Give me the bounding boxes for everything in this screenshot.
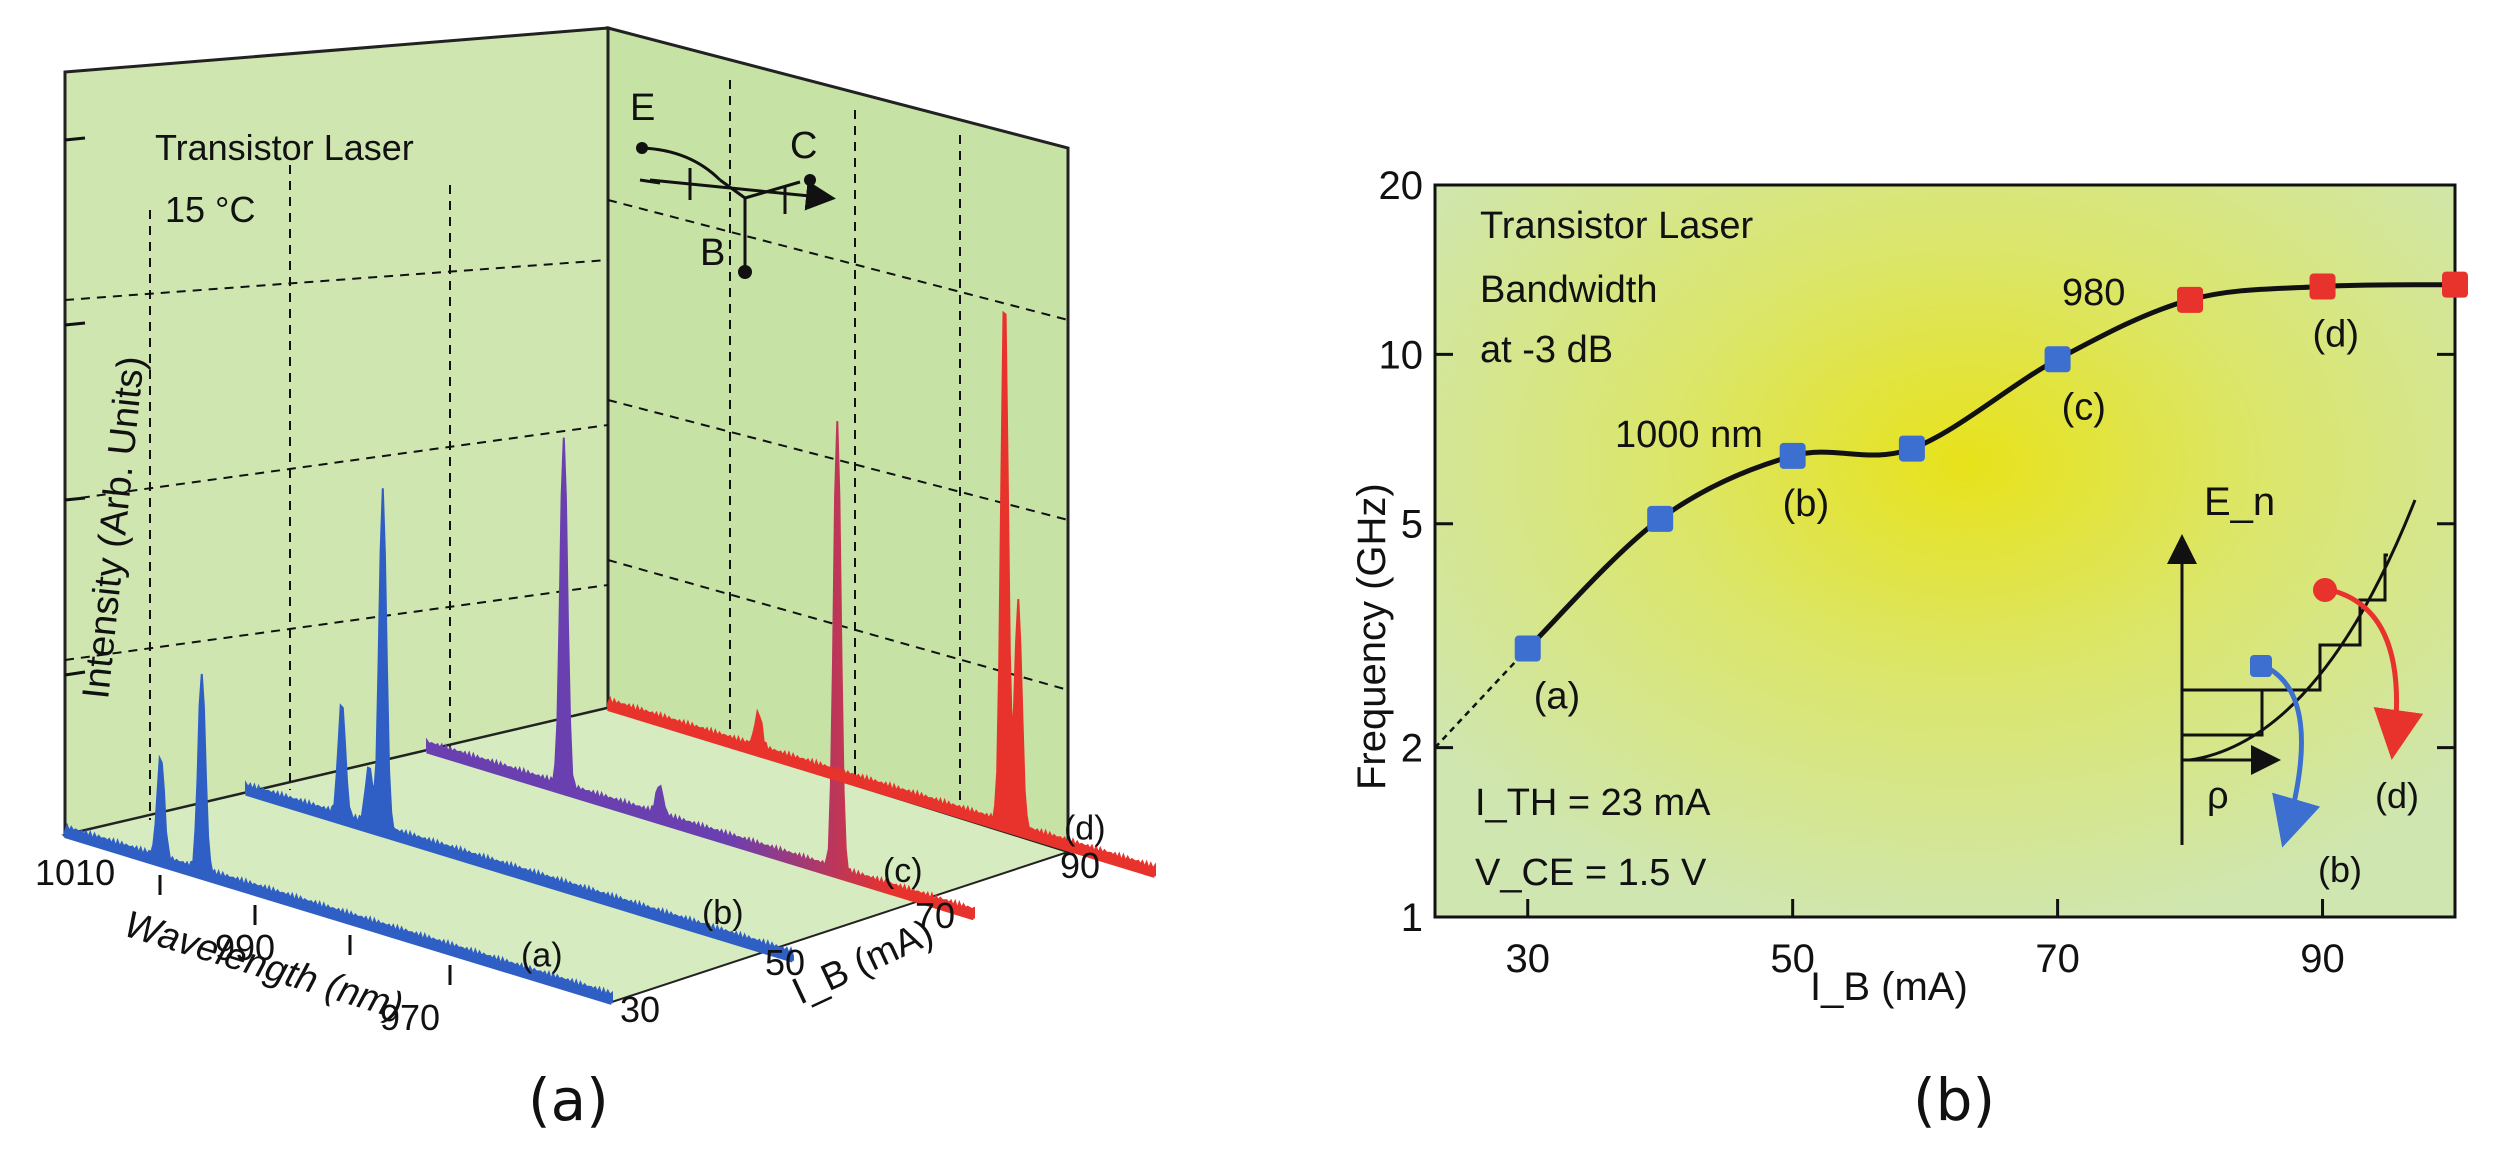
emitter-terminal <box>636 142 648 154</box>
y-tick-label: 2 <box>1401 727 1423 771</box>
spectrum-baseline <box>64 832 613 1005</box>
collector-terminal <box>804 174 816 186</box>
point-label: (a) <box>1534 676 1580 718</box>
panel-b-ylabel: Frequency (GHz) <box>1350 483 1394 790</box>
y-ticks <box>64 136 86 677</box>
series-label: (d) <box>1064 809 1106 847</box>
spectrum-d <box>607 310 1156 877</box>
data-point <box>1647 505 1674 532</box>
panel-b-title: Transistor Laser <box>1480 205 1753 247</box>
ith-label: I_TH = 23 mA <box>1475 782 1711 824</box>
inset-blue-arrow <box>2266 665 2321 848</box>
label-980: 980 <box>2062 272 2125 314</box>
inset-red-arrow <box>2329 587 2424 760</box>
data-point <box>2309 273 2336 300</box>
y-tick-label: 10 <box>1379 333 1424 377</box>
data-point <box>1514 635 1541 662</box>
wall-grid <box>64 80 1069 820</box>
series-label: (b) <box>702 894 744 932</box>
inset-energy-diagram <box>2167 499 2417 845</box>
ib-tick: 50 <box>765 942 805 983</box>
y-tick-label: 5 <box>1401 503 1423 547</box>
bandwidth-points: (a) (b) (c) (d) <box>1514 271 2468 718</box>
panel-b-axes: 1 2 5 10 20 30 50 70 90 <box>1379 164 2455 981</box>
wavelength-tick: 970 <box>380 997 440 1038</box>
base-terminal <box>738 265 752 279</box>
x-tick-label: 50 <box>1770 937 1815 981</box>
panel-b-bandwidth: 1 2 5 10 20 30 50 70 90 (a) (b) (c) (d) Transistor … <box>1350 164 2468 1009</box>
data-point <box>2177 286 2204 313</box>
x-tick-label: 70 <box>2035 937 2080 981</box>
point-label: (c) <box>2062 386 2106 428</box>
inset-d-label: (d) <box>2375 775 2419 816</box>
inset-b-label: (b) <box>2318 849 2362 890</box>
x-tick-label: 30 <box>1505 937 1550 981</box>
caption-b: (b) <box>1913 1066 1996 1134</box>
x-axis-ticks <box>158 875 452 985</box>
ib-tick: 70 <box>915 895 955 936</box>
spectrum-baseline <box>607 705 1156 878</box>
data-point <box>1779 442 1806 469</box>
caption-a: (a) <box>528 1066 609 1134</box>
label-1000nm: 1000 nm <box>1615 414 1763 456</box>
series-label: (c) <box>883 852 923 890</box>
data-point <box>2442 271 2468 298</box>
data-point <box>1898 435 1925 462</box>
inset-blue-marker <box>2250 655 2272 677</box>
spectrum-b <box>245 488 794 962</box>
panel-b-xlabel: I_B (mA) <box>1810 965 1968 1009</box>
spectra-traces <box>64 310 1156 1005</box>
data-point <box>2044 346 2071 373</box>
inset-rho-label: ρ <box>2207 775 2229 817</box>
y-tick-label: 1 <box>1401 896 1423 940</box>
spectrum-a <box>64 673 613 1004</box>
y-tick-label: 20 <box>1379 164 1424 208</box>
panel-a-wavelength-ticks: 1010 990 970 <box>35 852 440 1038</box>
spectrum-baseline <box>426 747 975 921</box>
x-tick-label: 90 <box>2300 937 2345 981</box>
inset-en-label: E_n <box>2204 480 2275 524</box>
spectrum-baseline <box>245 789 794 963</box>
panel-a-series-labels: (a) (b) (c) (d) <box>521 809 1106 974</box>
point-label: (b) <box>1783 483 1829 525</box>
panel-a-temperature: 15 °C <box>165 189 255 230</box>
panel-a-ib-ticks: 30 50 70 90 <box>620 845 1100 1030</box>
transistor-schematic <box>639 146 836 268</box>
schematic-b-label: B <box>700 232 725 274</box>
vce-label: V_CE = 1.5 V <box>1475 852 1707 894</box>
schematic-c-label: C <box>790 125 817 167</box>
inset-red-marker <box>2313 578 2337 602</box>
panel-b-bandwidth-label: Bandwidth <box>1480 269 1657 311</box>
panel-a-3d-spectra: E C B Transistor Laser 15 °C Intensity (… <box>35 26 1156 1038</box>
wavelength-tick: 990 <box>215 927 275 968</box>
ib-tick: 90 <box>1060 845 1100 886</box>
wavelength-tick: 1010 <box>35 852 115 893</box>
point-label: (d) <box>2313 314 2359 356</box>
series-label: (a) <box>521 936 563 974</box>
ib-tick: 30 <box>620 989 660 1030</box>
spectrum-c <box>426 421 975 919</box>
panel-b-db-label: at -3 dB <box>1480 329 1613 371</box>
schematic-e-label: E <box>630 87 655 129</box>
panel-a-title: Transistor Laser <box>155 127 414 168</box>
extrapolation-line <box>1434 647 1529 749</box>
